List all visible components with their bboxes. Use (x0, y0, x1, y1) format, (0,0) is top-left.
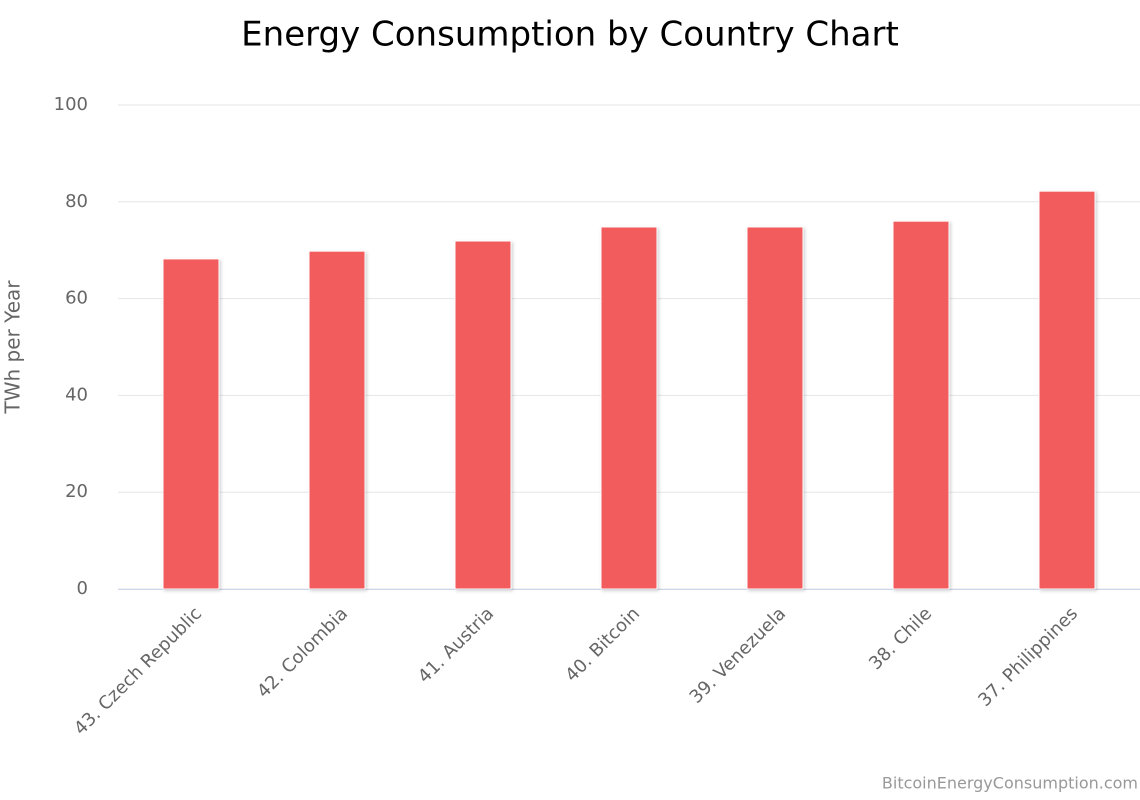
bar (746, 226, 804, 590)
bar (454, 240, 512, 590)
y-axis-title: TWh per Year (1, 280, 25, 415)
y-tick-label: 40 (65, 384, 88, 405)
bar (1038, 190, 1096, 590)
y-tick-label: 100 (54, 94, 88, 115)
bar (162, 258, 220, 590)
x-tick-label: 38. Chile (865, 603, 936, 674)
x-tick-label: 43. Czech Republic (70, 603, 206, 739)
y-tick-label: 0 (77, 578, 88, 599)
bar (308, 250, 366, 590)
bar (600, 226, 658, 590)
x-tick-label: 42. Colombia (253, 603, 352, 702)
x-tick-label: 39. Venezuela (686, 603, 791, 708)
y-tick-label: 60 (65, 288, 88, 309)
x-tick-label: 37. Philippines (974, 603, 1082, 711)
y-tick-label: 80 (65, 191, 88, 212)
bar (892, 220, 950, 590)
credit: BitcoinEnergyConsumption.com (882, 774, 1138, 793)
x-tick-label: 41. Austria (414, 603, 498, 687)
chart-title: Energy Consumption by Country Chart (241, 15, 899, 55)
y-tick-label: 20 (65, 481, 88, 502)
x-tick-label: 40. Bitcoin (561, 603, 644, 686)
